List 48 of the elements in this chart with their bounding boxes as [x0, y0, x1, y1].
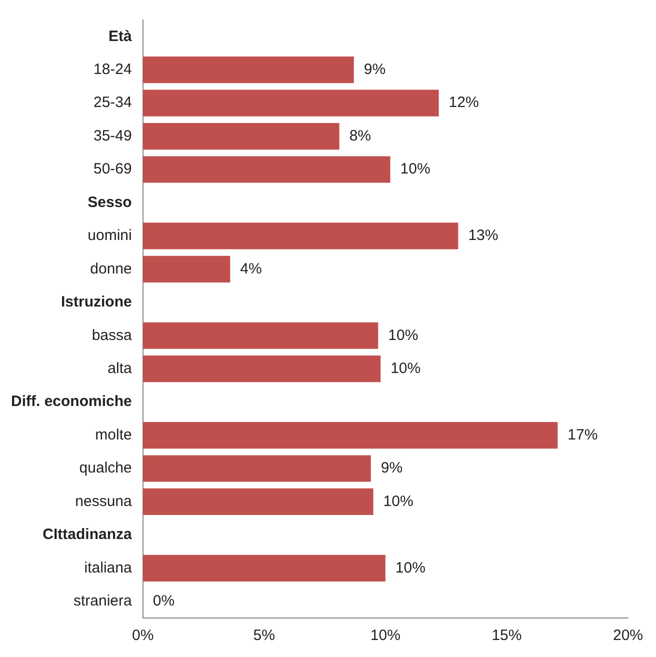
bar	[142, 256, 230, 282]
y-tick-label: molte	[95, 426, 132, 444]
y-tick-label: qualche	[79, 460, 132, 477]
bar	[142, 322, 378, 349]
y-tick-label: nessuna	[75, 492, 132, 510]
data-label: 10%	[388, 326, 418, 344]
y-tick-label: 18-24	[93, 60, 132, 78]
bar	[142, 554, 386, 582]
y-tick-label: uomini	[88, 227, 132, 244]
data-label: 9%	[364, 60, 386, 78]
bar	[142, 422, 558, 449]
data-label: 9%	[380, 460, 403, 477]
data-label: 10%	[383, 492, 414, 510]
data-label: 10%	[400, 160, 430, 178]
data-label: 13%	[468, 227, 498, 244]
x-tick-label: 0%	[132, 627, 154, 644]
y-tick-label: 35-49	[93, 127, 132, 144]
bar	[142, 56, 354, 84]
x-tick-label: 10%	[370, 627, 400, 644]
data-label: 17%	[568, 426, 598, 444]
data-label: 0%	[152, 592, 175, 610]
y-tick-label: Sesso	[88, 194, 132, 211]
bar	[142, 356, 381, 382]
x-tick-label: 5%	[253, 627, 275, 644]
bar	[142, 90, 439, 116]
y-tick-label: CIttadinanza	[42, 526, 132, 544]
y-tick-label: donne	[90, 260, 132, 278]
y-tick-label: Istruzione	[61, 294, 132, 311]
y-tick-label: Diff. economiche	[10, 393, 132, 410]
y-tick-label: italiana	[84, 559, 132, 576]
data-label: 12%	[448, 94, 479, 112]
y-tick-label: straniera	[73, 592, 133, 610]
x-tick-label: 15%	[492, 627, 522, 644]
data-label: 4%	[240, 260, 262, 278]
bar	[142, 455, 371, 482]
y-tick-label: bassa	[92, 326, 133, 344]
bar	[142, 222, 458, 250]
y-tick-label: Età	[108, 28, 133, 45]
data-label: 8%	[349, 127, 372, 144]
y-tick-label: 50-69	[93, 160, 132, 178]
x-tick-label: 20%	[612, 627, 644, 644]
data-label: 10%	[395, 559, 426, 576]
bar	[142, 122, 340, 150]
bar	[142, 488, 374, 516]
y-tick-label: 25-34	[93, 94, 132, 112]
data-label: 10%	[390, 360, 421, 377]
bar	[142, 156, 390, 183]
y-tick-label: alta	[108, 360, 133, 377]
